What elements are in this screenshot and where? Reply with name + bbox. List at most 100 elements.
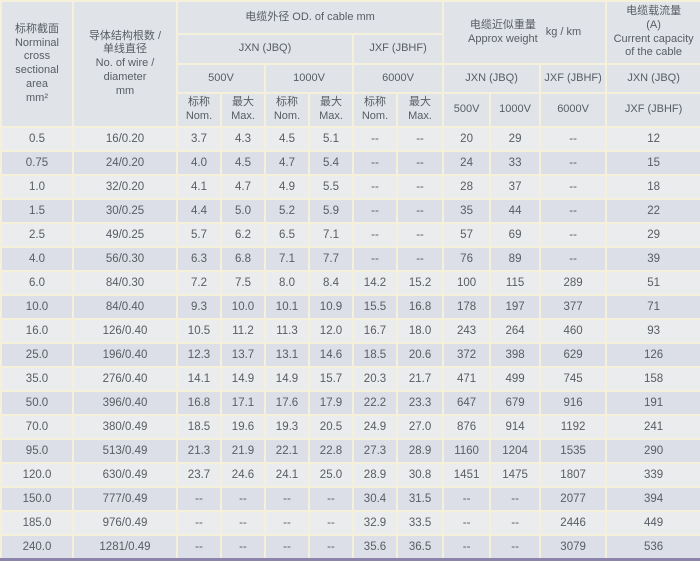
- cell-area: 185.0: [0, 510, 74, 536]
- cell-od-500v-max: 10.0: [220, 294, 266, 320]
- cell-od-500v-nom: 21.3: [176, 438, 222, 464]
- cell-od-500v-max: 6.2: [220, 222, 266, 248]
- cell-capacity: 29: [605, 222, 700, 248]
- header-weight-500v: 500V: [442, 92, 492, 128]
- header-od-title: 电缆外径 OD. of cable mm: [175, 0, 445, 35]
- table-row: 1.5 30/0.25 4.4 5.0 5.2 5.9 -- -- 35 44 -- 22: [0, 198, 700, 224]
- cell-od-6000v-nom: 30.4: [352, 486, 398, 512]
- cell-capacity: 71: [605, 294, 700, 320]
- table-row: 0.5 16/0.20 3.7 4.3 4.5 5.1 -- -- 20 29 -- 12: [0, 126, 700, 152]
- header-nom-6000v: 标称 Nom.: [352, 92, 398, 128]
- cell-od-6000v-max: --: [395, 222, 445, 248]
- cell-od-500v-max: 4.7: [220, 174, 266, 200]
- header-capacity-title: 电缆载流量 (A) Current capacity of the cable: [605, 0, 700, 65]
- cell-area: 240.0: [0, 534, 74, 560]
- cell-od-500v-nom: 4.4: [176, 198, 222, 224]
- cell-od-6000v-max: 20.6: [395, 342, 445, 368]
- cell-od-500v-nom: 4.0: [176, 150, 222, 176]
- cell-area: 0.75: [0, 150, 74, 176]
- cell-od-1000v-nom: 5.2: [264, 198, 310, 224]
- cell-weight-500v: --: [442, 534, 492, 560]
- cell-od-500v-nom: --: [176, 510, 222, 536]
- cell-capacity: 449: [605, 510, 700, 536]
- table-row: 0.75 24/0.20 4.0 4.5 4.7 5.4 -- -- 24 33 -- 15: [0, 150, 700, 176]
- cell-weight-1000v: 679: [489, 390, 542, 416]
- cell-weight-6000v: 1807: [539, 462, 608, 488]
- cell-weight-1000v: 69: [489, 222, 542, 248]
- cell-weight-1000v: 264: [489, 318, 542, 344]
- cell-od-6000v-nom: 28.9: [352, 462, 398, 488]
- cell-weight-6000v: 916: [539, 390, 608, 416]
- cell-od-6000v-nom: 15.5: [352, 294, 398, 320]
- cell-od-500v-max: 19.6: [220, 414, 266, 440]
- cell-od-6000v-max: 18.0: [395, 318, 445, 344]
- cell-od-1000v-max: 5.5: [308, 174, 354, 200]
- cell-weight-6000v: 289: [539, 270, 608, 296]
- cell-od-6000v-max: 27.0: [395, 414, 445, 440]
- cell-weight-6000v: --: [539, 198, 608, 224]
- cell-capacity: 39: [605, 246, 700, 272]
- table-row: 1.0 32/0.20 4.1 4.7 4.9 5.5 -- -- 28 37 -- 18: [0, 174, 700, 200]
- cell-wire: 513/0.49: [72, 438, 178, 464]
- cell-capacity: 191: [605, 390, 700, 416]
- header-row-3: 500V 1000V 6000V JXN (JBQ) JXF (JBHF) JX…: [1, 63, 700, 94]
- cell-wire: 84/0.40: [72, 294, 178, 320]
- header-row-4: 标称 Nom. 最大 Max. 标称 Nom. 最大 Max. 标称 Nom. …: [1, 92, 700, 128]
- cell-capacity: 51: [605, 270, 700, 296]
- cell-weight-500v: 647: [442, 390, 492, 416]
- table-header: 标称截面 Norminal cross sectional area mm² 导…: [0, 0, 700, 128]
- cell-od-6000v-max: --: [395, 150, 445, 176]
- cell-weight-500v: --: [442, 486, 492, 512]
- header-nom-1000v: 标称 Nom.: [264, 92, 310, 128]
- cell-od-500v-nom: 6.3: [176, 246, 222, 272]
- cell-capacity: 158: [605, 366, 700, 392]
- header-capacity-jxn: JXN (JBQ): [605, 63, 700, 94]
- cell-od-500v-nom: 3.7: [176, 126, 222, 152]
- cell-od-6000v-nom: --: [352, 126, 398, 152]
- cell-od-500v-max: 21.9: [220, 438, 266, 464]
- cell-weight-1000v: 1204: [489, 438, 542, 464]
- cell-weight-6000v: --: [539, 150, 608, 176]
- cell-od-500v-nom: 12.3: [176, 342, 222, 368]
- cell-weight-1000v: 44: [489, 198, 542, 224]
- cell-weight-6000v: 1535: [539, 438, 608, 464]
- cell-area: 10.0: [0, 294, 74, 320]
- cell-od-6000v-nom: --: [352, 246, 398, 272]
- cell-od-6000v-max: 28.9: [395, 438, 445, 464]
- cell-weight-1000v: 115: [489, 270, 542, 296]
- cell-area: 16.0: [0, 318, 74, 344]
- cell-od-1000v-max: 15.7: [308, 366, 354, 392]
- cell-capacity: 126: [605, 342, 700, 368]
- cell-od-500v-nom: 10.5: [176, 318, 222, 344]
- cell-od-1000v-nom: 24.1: [264, 462, 310, 488]
- cell-weight-1000v: --: [489, 534, 542, 560]
- cell-od-6000v-max: --: [395, 246, 445, 272]
- header-max-1000v: 最大 Max.: [308, 92, 354, 128]
- cell-weight-500v: 372: [442, 342, 492, 368]
- cell-od-500v-max: 6.8: [220, 246, 266, 272]
- table-row: 120.0 630/0.49 23.7 24.6 24.1 25.0 28.9 30.8 145…: [0, 462, 700, 488]
- cell-od-500v-max: 4.3: [220, 126, 266, 152]
- header-row-1: 标称截面 Norminal cross sectional area mm² 导…: [0, 0, 700, 128]
- cell-od-6000v-max: 21.7: [395, 366, 445, 392]
- cell-capacity: 12: [605, 126, 700, 152]
- cell-od-1000v-max: 10.9: [308, 294, 354, 320]
- table-row: 70.0 380/0.49 18.5 19.6 19.3 20.5 24.9 27.0 876 9…: [0, 414, 700, 440]
- cell-od-1000v-max: 12.0: [308, 318, 354, 344]
- cell-area: 50.0: [0, 390, 74, 416]
- cell-od-500v-nom: 5.7: [176, 222, 222, 248]
- cell-od-6000v-nom: 35.6: [352, 534, 398, 560]
- cell-od-500v-nom: 14.1: [176, 366, 222, 392]
- cell-od-500v-nom: 16.8: [176, 390, 222, 416]
- cell-capacity: 339: [605, 462, 700, 488]
- cell-weight-1000v: 29: [489, 126, 542, 152]
- cell-capacity: 15: [605, 150, 700, 176]
- cell-capacity: 18: [605, 174, 700, 200]
- cell-area: 70.0: [0, 414, 74, 440]
- header-max-6000v: 最大 Max.: [395, 92, 445, 128]
- cell-wire: 380/0.49: [72, 414, 178, 440]
- cell-wire: 976/0.49: [72, 510, 178, 536]
- cell-area: 4.0: [0, 246, 74, 272]
